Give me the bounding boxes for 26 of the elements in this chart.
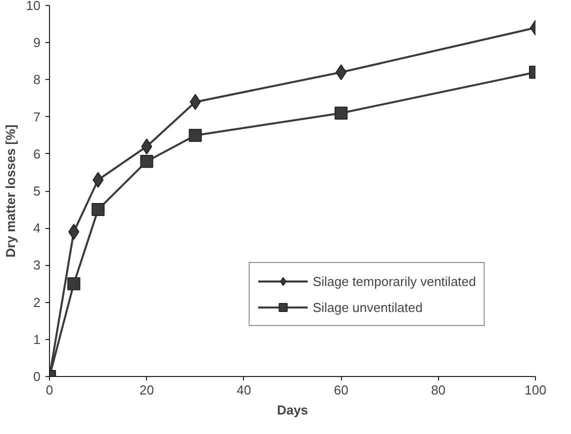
x-tick-label: 100 [524, 382, 546, 398]
y-tick-label: 1 [33, 332, 41, 347]
point [92, 203, 105, 216]
x-tick-label: 60 [334, 382, 348, 398]
y-tick-label: 9 [33, 35, 41, 50]
y-tick-label: 8 [33, 72, 41, 88]
x-tick-label: 80 [431, 382, 446, 398]
y-tick-label: 5 [33, 184, 41, 198]
y-tick-label: 0 [33, 369, 41, 384]
y-tick-label: 7 [33, 109, 41, 124]
y-tick-label: 3 [33, 258, 41, 273]
point [334, 106, 348, 120]
x-tick-label: 20 [139, 382, 154, 398]
point [67, 277, 80, 290]
y-axis-title: Dry matter losses [%] [3, 124, 18, 258]
y-tick-label: 4 [33, 220, 41, 236]
y-tick-label: 10 [26, 0, 41, 13]
x-tick-label: 40 [236, 382, 252, 398]
y-tick-label: 6 [33, 146, 41, 162]
point [140, 154, 154, 168]
y-tick-label: 2 [33, 294, 41, 310]
legend-label: Silage temporarily ventilated [312, 274, 476, 288]
x-axis-title: Days [276, 402, 308, 418]
x-tick-label: 0 [46, 382, 54, 398]
legend-label: Silage unventilated [312, 300, 423, 314]
point [188, 128, 202, 142]
